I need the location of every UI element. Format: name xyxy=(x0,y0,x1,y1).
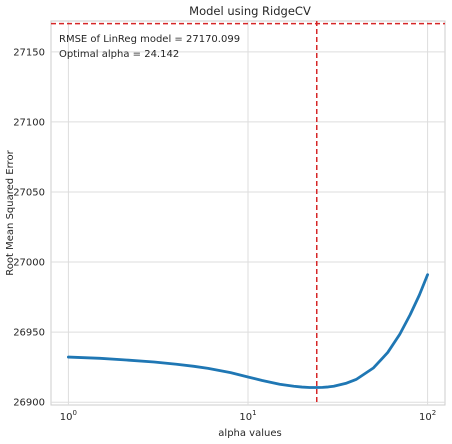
annotation-optimal-alpha: Optimal alpha = 24.142 xyxy=(59,49,179,60)
y-tick-label: 27100 xyxy=(13,117,45,128)
x-tick-label: 100 xyxy=(60,409,77,423)
gridlines xyxy=(51,21,445,405)
series-layer xyxy=(67,273,430,389)
annotation-rmse: RMSE of LinReg model = 27170.099 xyxy=(59,34,240,45)
y-tick-label: 26900 xyxy=(13,398,45,409)
y-axis-title: Root Mean Squared Error xyxy=(5,149,16,275)
rmse-curve xyxy=(67,273,430,389)
x-axis-title: alpha values xyxy=(218,428,281,439)
y-tick-label: 27000 xyxy=(13,258,45,269)
y-tick-label: 27150 xyxy=(13,47,45,58)
reference-lines xyxy=(51,21,445,405)
y-tick-label: 27050 xyxy=(13,187,45,198)
y-tick-label: 26950 xyxy=(13,328,45,339)
tick-labels: 100 101 102 26900 26950 27000 27050 27100 27150 xyxy=(13,47,436,423)
x-tick-label: 102 xyxy=(419,409,436,423)
chart-title: Model using RidgeCV xyxy=(189,4,311,18)
x-tick-label: 101 xyxy=(239,409,256,423)
